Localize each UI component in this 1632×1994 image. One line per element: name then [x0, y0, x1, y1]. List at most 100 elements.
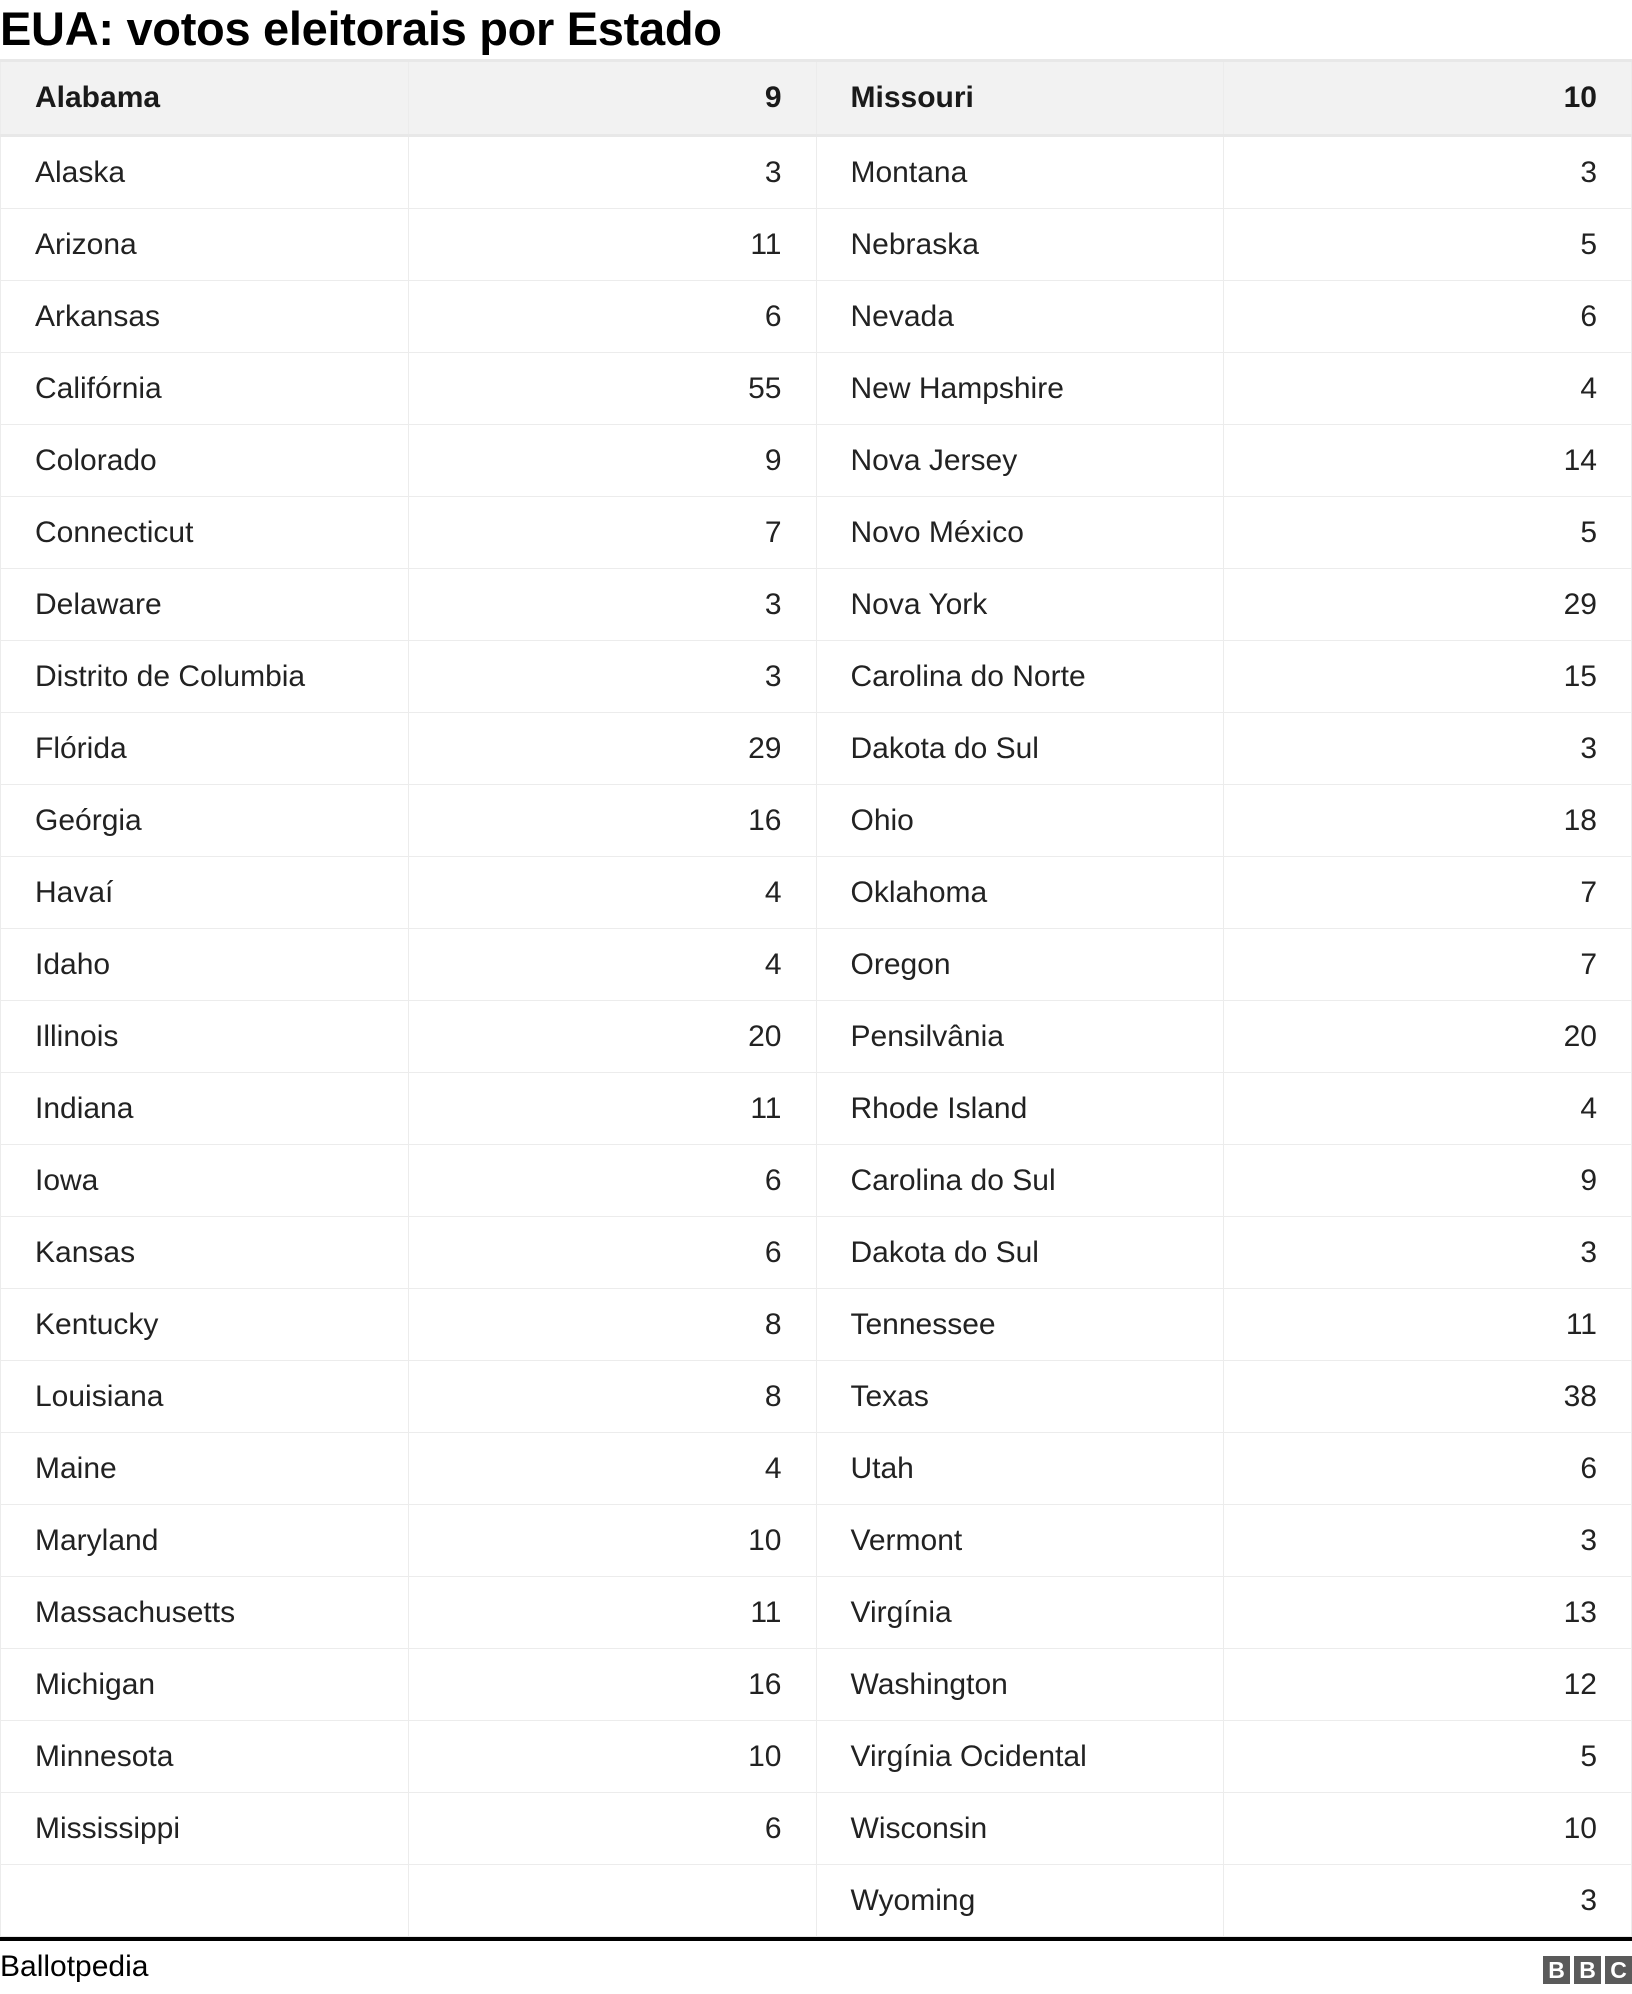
- table-row: Arkansas 6 Nevada 6: [0, 280, 1632, 353]
- table-row: Arizona 11 Nebraska 5: [0, 208, 1632, 281]
- votes-cell: 4: [407, 928, 817, 1001]
- votes-cell: 6: [1223, 1432, 1632, 1505]
- table-row: Flórida 29 Dakota do Sul 3: [0, 712, 1632, 785]
- votes-cell: 12: [1223, 1648, 1632, 1721]
- votes-cell: 3: [407, 135, 817, 209]
- votes-cell: 7: [407, 496, 817, 569]
- votes-cell: 3: [1223, 135, 1632, 209]
- table-row: Kentucky 8 Tennessee 11: [0, 1288, 1632, 1361]
- votes-cell: 20: [407, 1000, 817, 1073]
- state-name-cell: Pensilvânia: [815, 1000, 1225, 1073]
- state-name-cell: Carolina do Norte: [815, 640, 1225, 713]
- votes-cell: 11: [407, 208, 817, 281]
- table-row: Wyoming 3: [0, 1864, 1632, 1938]
- table-row: Mississippi 6 Wisconsin 10: [0, 1792, 1632, 1865]
- votes-cell: 9: [407, 60, 817, 136]
- table-row: Minnesota 10 Virgínia Ocidental 5: [0, 1720, 1632, 1793]
- state-name-cell: Nova Jersey: [815, 424, 1225, 497]
- state-name-cell: Illinois: [0, 1000, 409, 1073]
- votes-cell: 9: [1223, 1144, 1632, 1217]
- state-name-cell: Mississippi: [0, 1792, 409, 1865]
- table-row: Idaho 4 Oregon 7: [0, 928, 1632, 1001]
- votes-cell: 6: [407, 1216, 817, 1289]
- votes-cell: 3: [1223, 1504, 1632, 1577]
- state-name-cell: Alaska: [0, 135, 409, 209]
- votes-cell: 8: [407, 1360, 817, 1433]
- table-row: Maryland 10 Vermont 3: [0, 1504, 1632, 1577]
- state-name-cell: Massachusetts: [0, 1576, 409, 1649]
- table-row: Havaí 4 Oklahoma 7: [0, 856, 1632, 929]
- state-name-cell: Oregon: [815, 928, 1225, 1001]
- votes-cell: 3: [1223, 1216, 1632, 1289]
- state-name-cell: Geórgia: [0, 784, 409, 857]
- state-name-cell: Oklahoma: [815, 856, 1225, 929]
- state-name-cell: Montana: [815, 135, 1225, 209]
- votes-cell: 10: [407, 1504, 817, 1577]
- votes-cell: 10: [1223, 1792, 1632, 1865]
- votes-cell: 14: [1223, 424, 1632, 497]
- state-name-cell: Nevada: [815, 280, 1225, 353]
- table-row: Geórgia 16 Ohio 18: [0, 784, 1632, 857]
- votes-cell: 55: [407, 352, 817, 425]
- votes-cell: 6: [407, 1792, 817, 1865]
- votes-cell: 4: [1223, 352, 1632, 425]
- votes-cell: 20: [1223, 1000, 1632, 1073]
- state-name-cell: Novo México: [815, 496, 1225, 569]
- bbc-logo-letter: C: [1605, 1956, 1632, 1984]
- state-name-cell: Utah: [815, 1432, 1225, 1505]
- bbc-logo-letter: B: [1543, 1956, 1570, 1984]
- state-name-cell: Michigan: [0, 1648, 409, 1721]
- state-name-cell: Wisconsin: [815, 1792, 1225, 1865]
- votes-cell: 7: [1223, 928, 1632, 1001]
- table-header-row: Alabama 9 Missouri 10: [0, 60, 1632, 136]
- votes-cell: 11: [407, 1072, 817, 1145]
- state-name-cell: Tennessee: [815, 1288, 1225, 1361]
- votes-cell: 18: [1223, 784, 1632, 857]
- votes-cell: 5: [1223, 208, 1632, 281]
- votes-cell: 6: [1223, 280, 1632, 353]
- table-row: Connecticut 7 Novo México 5: [0, 496, 1632, 569]
- votes-cell: 7: [1223, 856, 1632, 929]
- source-label: Ballotpedia: [0, 1950, 149, 1983]
- table-row: Colorado 9 Nova Jersey 14: [0, 424, 1632, 497]
- table-row: Califórnia 55 New Hampshire 4: [0, 352, 1632, 425]
- state-name-cell: Vermont: [815, 1504, 1225, 1577]
- votes-cell: 10: [407, 1720, 817, 1793]
- state-name-cell: Washington: [815, 1648, 1225, 1721]
- state-name-cell: Nova York: [815, 568, 1225, 641]
- state-name-cell: New Hampshire: [815, 352, 1225, 425]
- votes-cell: 10: [1223, 60, 1632, 136]
- state-name-cell: Rhode Island: [815, 1072, 1225, 1145]
- state-name-cell: Dakota do Sul: [815, 712, 1225, 785]
- state-name-cell: Flórida: [0, 712, 409, 785]
- state-name-cell: Louisiana: [0, 1360, 409, 1433]
- votes-cell: 4: [407, 856, 817, 929]
- votes-cell: 3: [407, 640, 817, 713]
- votes-cell: 11: [407, 1576, 817, 1649]
- votes-cell: 11: [1223, 1288, 1632, 1361]
- votes-cell: 16: [407, 784, 817, 857]
- votes-cell: 13: [1223, 1576, 1632, 1649]
- state-name-cell: Arkansas: [0, 280, 409, 353]
- votes-cell: 3: [1223, 712, 1632, 785]
- state-name-cell: Texas: [815, 1360, 1225, 1433]
- bbc-logo-letter: B: [1574, 1956, 1601, 1984]
- state-name-cell: Maryland: [0, 1504, 409, 1577]
- votes-cell: [407, 1864, 817, 1938]
- votes-cell: 16: [407, 1648, 817, 1721]
- votes-cell: 38: [1223, 1360, 1632, 1433]
- votes-cell: 3: [1223, 1864, 1632, 1938]
- state-name-cell: Wyoming: [815, 1864, 1225, 1938]
- state-name-cell: Iowa: [0, 1144, 409, 1217]
- votes-cell: 29: [1223, 568, 1632, 641]
- table-row: Louisiana 8 Texas 38: [0, 1360, 1632, 1433]
- votes-cell: 6: [407, 280, 817, 353]
- votes-cell: 9: [407, 424, 817, 497]
- state-name-cell: Ohio: [815, 784, 1225, 857]
- state-name-cell: Nebraska: [815, 208, 1225, 281]
- state-name-cell: Dakota do Sul: [815, 1216, 1225, 1289]
- votes-cell: 4: [1223, 1072, 1632, 1145]
- state-name-cell: Alabama: [0, 60, 409, 136]
- state-name-cell: Havaí: [0, 856, 409, 929]
- state-name-cell: Virgínia: [815, 1576, 1225, 1649]
